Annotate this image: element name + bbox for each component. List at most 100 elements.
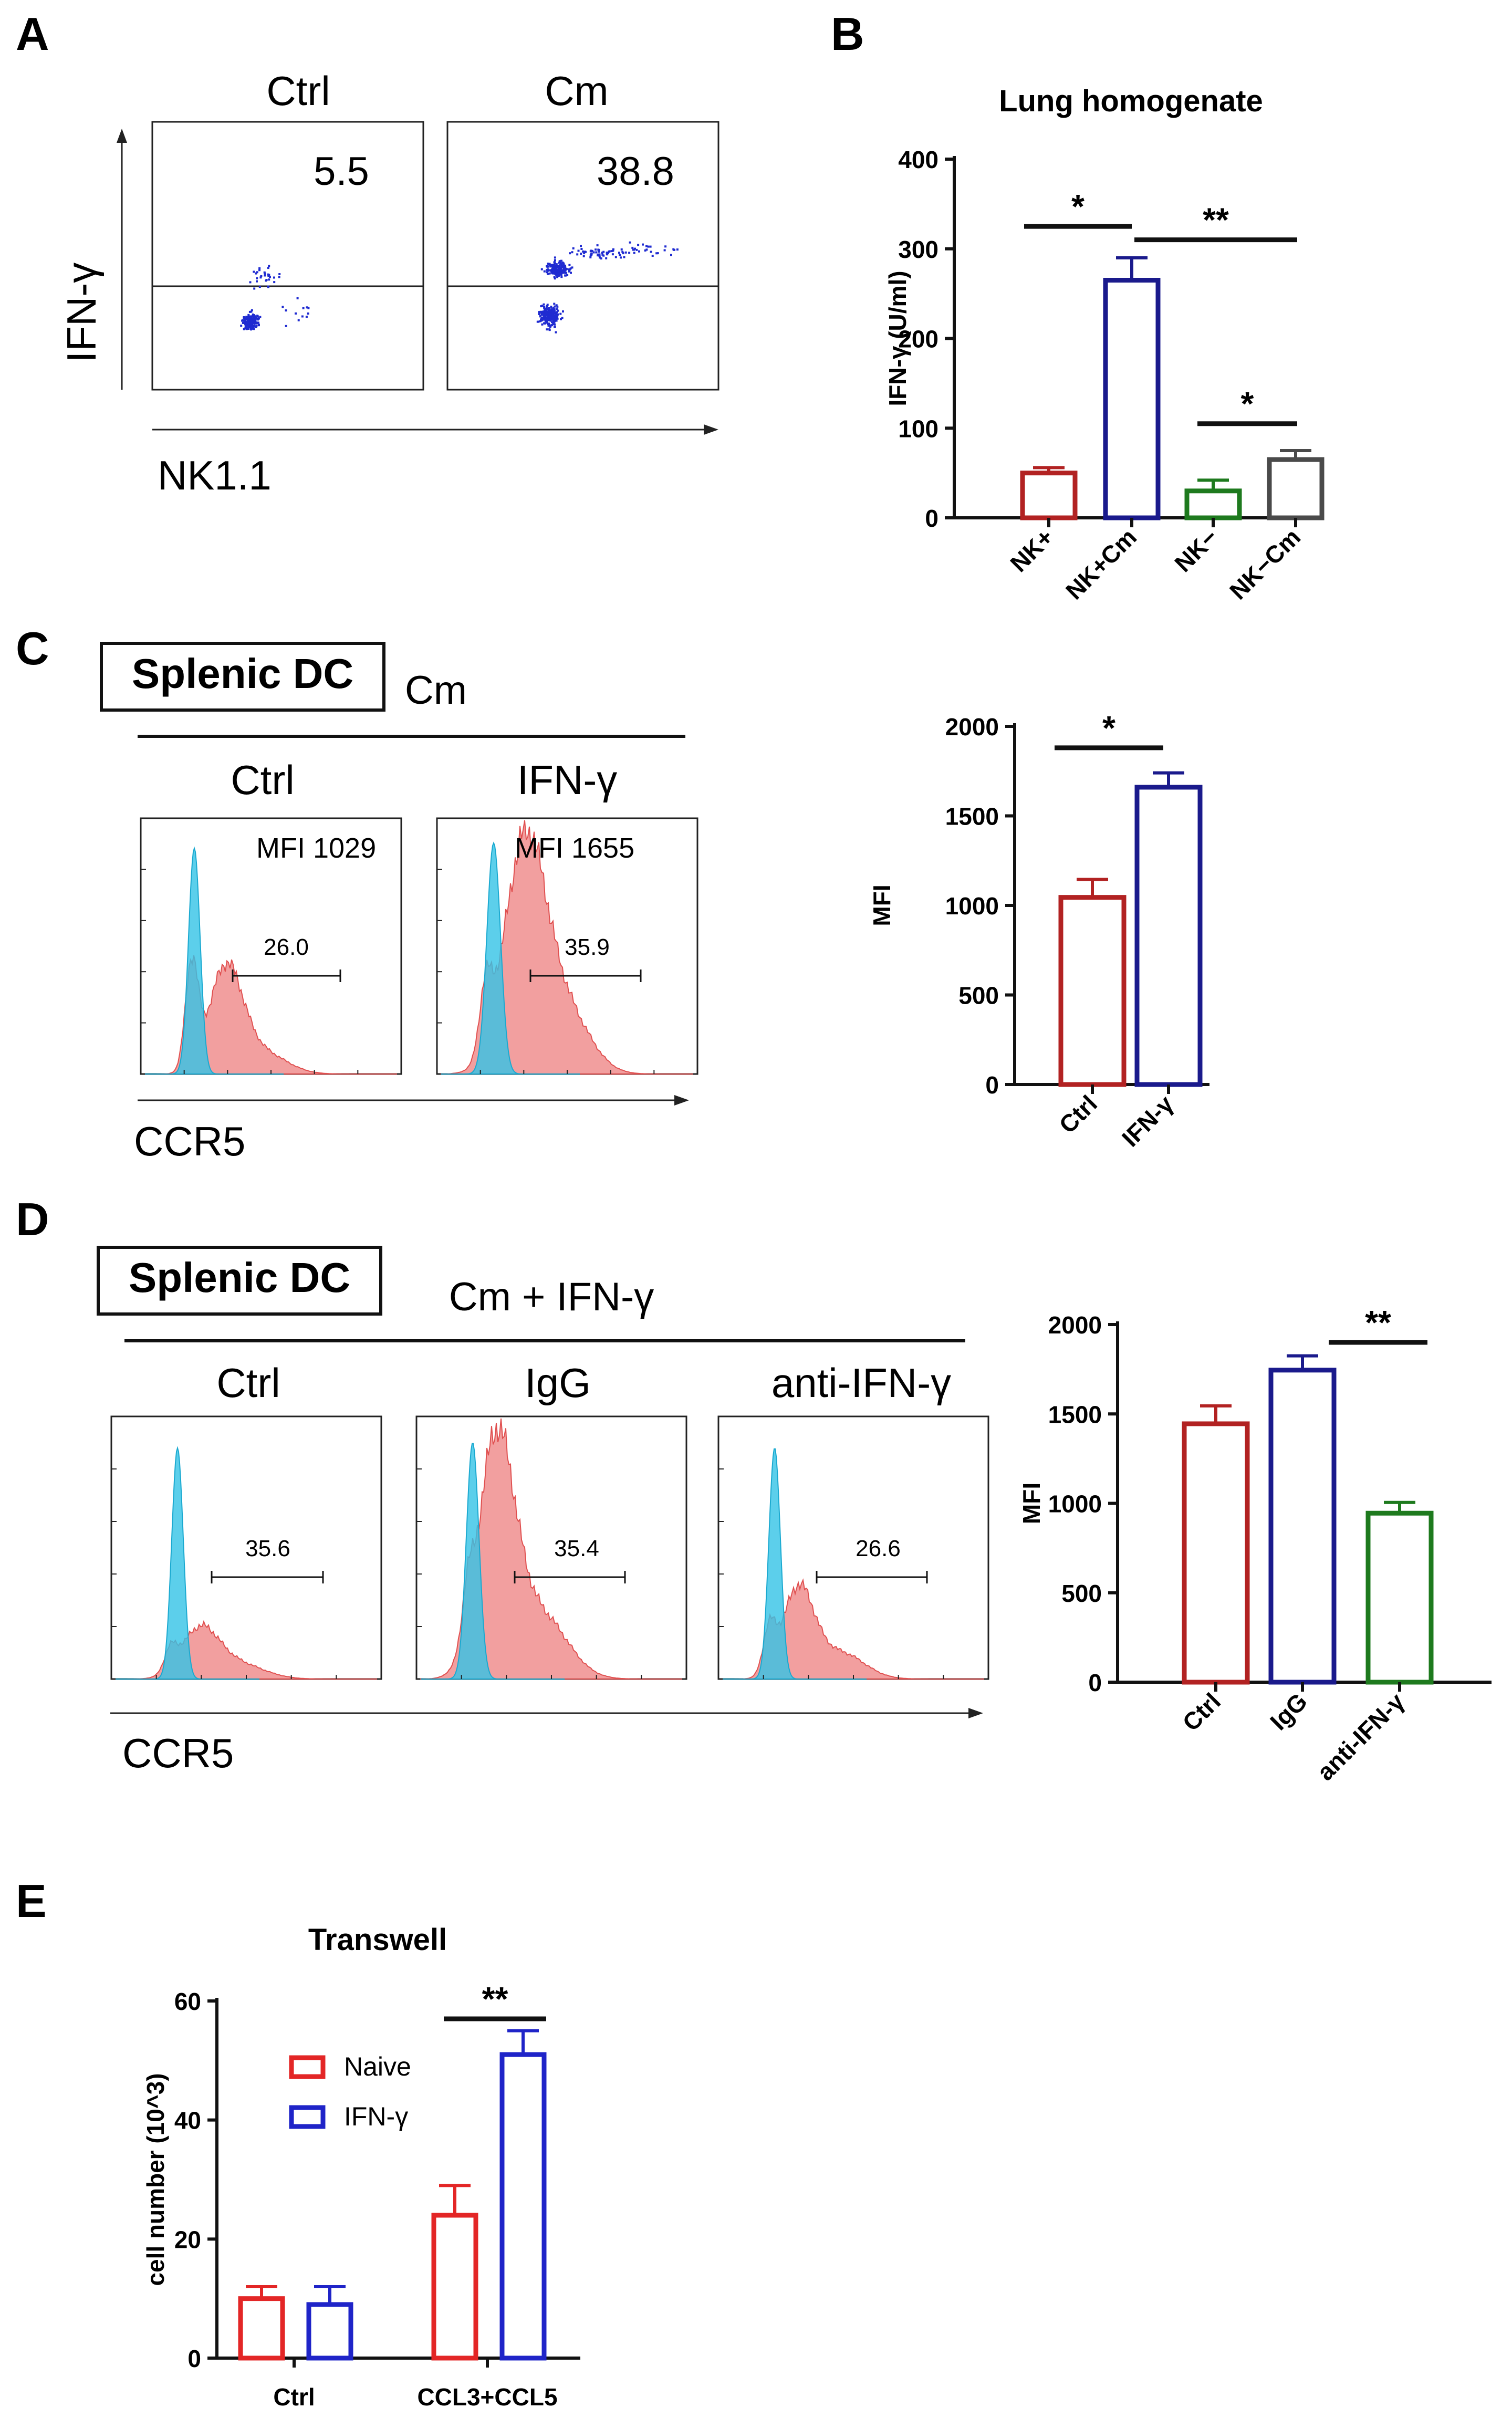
event-dot <box>650 251 652 253</box>
event-dot <box>547 269 549 272</box>
event-dot <box>553 312 556 315</box>
event-dot <box>551 321 553 324</box>
event-dot <box>670 254 672 256</box>
event-dot <box>541 305 544 307</box>
event-dot <box>247 328 249 330</box>
event-dot <box>545 307 548 309</box>
bar <box>1365 1510 1434 1685</box>
event-dot <box>549 311 551 314</box>
event-dot <box>612 249 614 252</box>
event-dot <box>555 318 558 321</box>
event-dot <box>548 315 550 318</box>
event-dot <box>547 308 549 311</box>
event-dot <box>554 272 556 275</box>
event-dot <box>580 253 582 255</box>
histogram-frame <box>717 1415 989 1680</box>
event-dot <box>259 316 262 318</box>
event-dot <box>554 267 556 270</box>
event-dot <box>549 325 552 327</box>
y-tick-label: 2000 <box>945 713 999 741</box>
event-dot <box>247 317 249 319</box>
event-dot <box>655 252 658 255</box>
event-dot <box>253 316 255 318</box>
panel-d-igg-gate-value: 35.4 <box>554 1536 599 1561</box>
chart-title: Transwell <box>308 1923 447 1957</box>
bar <box>1020 471 1078 520</box>
event-dot <box>599 256 601 259</box>
event-dot <box>273 281 276 284</box>
panel-a-cm-percent: 38.8 <box>597 149 674 194</box>
event-dot <box>549 309 551 312</box>
panel-c-x-arrowhead <box>674 1095 689 1106</box>
event-dot <box>545 317 547 319</box>
event-dot <box>242 321 245 324</box>
panel-a-ctrl-dots <box>240 265 310 331</box>
event-dot <box>302 307 305 309</box>
event-dot <box>257 321 259 324</box>
panel-d-group-label: Cm + IFN-γ <box>449 1275 654 1319</box>
event-dot <box>249 325 252 328</box>
event-dot <box>548 307 550 309</box>
event-dot <box>250 315 253 318</box>
panel-c-ifng-gate-value: 35.9 <box>565 934 610 960</box>
panel-d-igg-histogram <box>415 1415 687 1680</box>
event-dot <box>539 315 541 318</box>
y-tick-label: 500 <box>1061 1580 1102 1607</box>
event-dot <box>267 273 269 276</box>
significance-label: ** <box>482 1980 508 2018</box>
event-dot <box>254 321 256 324</box>
event-dot <box>546 320 549 322</box>
event-dot <box>642 243 644 246</box>
event-dot <box>595 251 598 254</box>
event-dot <box>245 317 248 320</box>
event-dot <box>546 319 548 321</box>
event-dot <box>258 324 260 326</box>
event-dot <box>644 249 646 252</box>
panel-d-ctrl-gate-value: 35.6 <box>245 1536 290 1561</box>
event-dot <box>551 264 554 266</box>
event-dot <box>553 303 556 305</box>
event-dot <box>664 245 667 248</box>
event-dot <box>259 276 262 279</box>
bar <box>238 2296 285 2361</box>
isotype-histogram <box>723 1448 867 1680</box>
event-dot <box>252 320 255 323</box>
event-dot <box>583 252 586 255</box>
event-dot <box>547 310 549 313</box>
event-dot <box>248 326 251 328</box>
y-tick-label: 300 <box>898 236 939 263</box>
panel-c-ctrl-mfi: MFI 1029 <box>256 832 376 864</box>
event-dot <box>663 249 666 252</box>
event-dot <box>628 252 631 254</box>
panel-a-label: A <box>16 8 49 60</box>
event-dot <box>551 309 554 312</box>
panel-b-label: B <box>831 8 864 60</box>
event-dot <box>598 251 600 253</box>
event-dot <box>543 270 546 273</box>
y-tick-label: 20 <box>174 2226 201 2253</box>
event-dot <box>556 315 559 317</box>
event-dot <box>557 274 559 277</box>
event-dot <box>258 286 261 288</box>
y-tick-label: 1500 <box>945 803 999 830</box>
event-dot <box>651 255 654 257</box>
event-dot <box>551 266 554 269</box>
event-dot <box>554 326 556 328</box>
panel-a-ctrl-plot-frame <box>151 121 424 391</box>
event-dot <box>600 257 602 260</box>
y-tick-label: 1000 <box>945 892 999 920</box>
event-dot <box>551 324 554 326</box>
event-dot <box>557 270 560 273</box>
event-dot <box>571 266 573 269</box>
bar <box>1103 278 1161 520</box>
event-dot <box>264 272 266 275</box>
event-dot <box>556 317 559 320</box>
event-dot <box>631 246 634 249</box>
event-dot <box>541 323 544 326</box>
isotype-histogram <box>145 846 284 1075</box>
event-dot <box>243 317 245 319</box>
event-dot <box>247 318 250 321</box>
event-dot <box>620 256 622 259</box>
event-dot <box>552 272 555 275</box>
